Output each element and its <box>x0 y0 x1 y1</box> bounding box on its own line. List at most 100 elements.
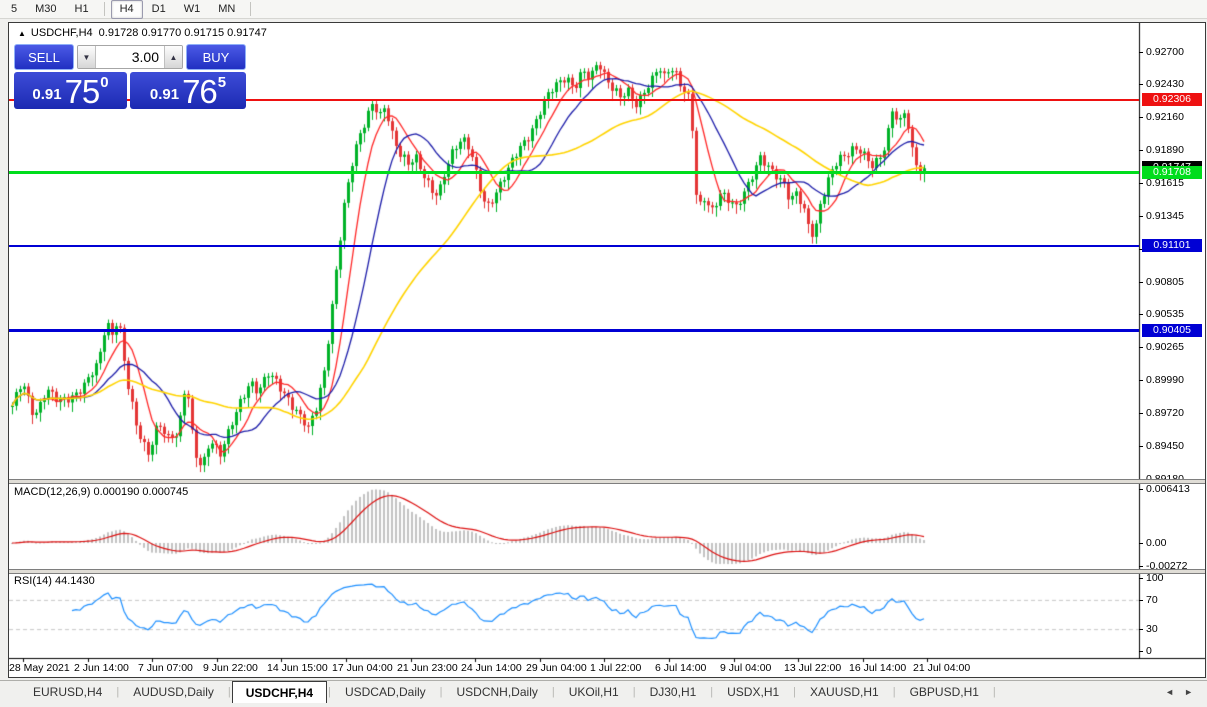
tab-separator: | <box>710 686 714 698</box>
time-axis-label: 1 Jul 22:00 <box>590 662 642 674</box>
price-axis-tickmark <box>1139 282 1143 283</box>
macd-axis-tickmark <box>1139 566 1143 567</box>
time-axis-label: 29 Jun 04:00 <box>526 662 587 674</box>
tab-separator: | <box>227 686 231 698</box>
time-axis-label: 17 Jun 04:00 <box>332 662 393 674</box>
price-axis-tickmark <box>1139 117 1143 118</box>
volume-input[interactable] <box>96 46 164 68</box>
price-axis-tick: 0.90805 <box>1146 276 1184 288</box>
timeframe-button-5[interactable]: 5 <box>11 2 18 15</box>
chart-title: ▲ USDCHF,H4 0.91728 0.91770 0.91715 0.9174… <box>18 27 267 39</box>
timeframe-button-MN[interactable]: MN <box>218 2 236 15</box>
tab-usdx[interactable]: USDX,H1 <box>727 685 780 699</box>
tab-xauusd[interactable]: XAUUSD,H1 <box>810 685 879 699</box>
buy-button[interactable]: BUY <box>186 44 246 70</box>
tab-scroll-arrows: ◄ ► <box>1160 681 1207 703</box>
volume-increase-button[interactable]: ▲ <box>164 46 182 68</box>
price-axis-tickmark <box>1139 347 1143 348</box>
rsi-pane-splitter[interactable] <box>9 569 1205 574</box>
price-axis-tick: 0.91890 <box>1146 144 1184 156</box>
price-axis-tick: 0.89720 <box>1146 407 1184 419</box>
price-axis-tickmark <box>1139 380 1143 381</box>
price-axis-tickmark <box>1139 52 1143 53</box>
volume-decrease-button[interactable]: ▼ <box>78 46 96 68</box>
price-axis-tick: 0.90265 <box>1146 341 1184 353</box>
price-axis-tickmark <box>1139 249 1143 250</box>
tab-scroll-left-icon[interactable]: ◄ <box>1165 687 1175 697</box>
rsi-label: RSI(14) 44.1430 <box>14 575 95 587</box>
time-axis-label: 21 Jul 04:00 <box>913 662 971 674</box>
time-axis-label: 6 Jul 14:00 <box>655 662 707 674</box>
price-axis-tick: 0.90535 <box>1146 308 1184 320</box>
tab-dj30[interactable]: DJ30,H1 <box>649 685 697 699</box>
price-axis-tickmark <box>1139 314 1143 315</box>
time-axis-label: 16 Jul 14:00 <box>849 662 907 674</box>
price-level-label: 0.90405 <box>1142 324 1202 337</box>
tab-separator: | <box>892 686 896 698</box>
buy-price-big: 76 <box>182 73 218 110</box>
macd-axis-tickmark <box>1139 489 1143 490</box>
price-level-line[interactable] <box>9 329 1139 332</box>
time-axis-label: 7 Jun 07:00 <box>138 662 193 674</box>
timeframe-button-H1[interactable]: H1 <box>74 2 89 15</box>
tab-separator: | <box>551 686 555 698</box>
chart-symbol-label: USDCHF,H4 <box>30 27 93 39</box>
rsi-axis-tickmark <box>1139 651 1143 652</box>
buy-price-display[interactable]: 0.91 76 5 <box>130 72 246 109</box>
sell-price-prefix: 0.91 <box>32 86 62 103</box>
rsi-axis-tick: 100 <box>1146 572 1164 584</box>
price-axis-tick: 0.91615 <box>1146 177 1184 189</box>
time-axis-label: 24 Jun 14:00 <box>461 662 522 674</box>
chart-tabs-bar: EURUSD,H4 | AUDUSD,Daily | USDCHF,H4 | USDCAD,… <box>0 680 1207 703</box>
price-level-line[interactable] <box>9 171 1139 174</box>
price-axis-tick: 0.91345 <box>1146 210 1184 222</box>
price-chart-canvas[interactable] <box>9 23 1205 677</box>
macd-axis-tickmark <box>1139 543 1143 544</box>
tab-usdcad[interactable]: USDCAD,Daily <box>344 685 426 699</box>
tab-separator: | <box>328 686 331 698</box>
volume-control: ▼ ▲ <box>77 45 183 69</box>
sell-button[interactable]: SELL <box>14 44 74 70</box>
sell-price-display[interactable]: 0.91 75 0 <box>14 72 127 109</box>
tab-separator: | <box>439 686 443 698</box>
tab-audusd[interactable]: AUDUSD,Daily <box>133 685 214 699</box>
macd-label: MACD(12,26,9) 0.000190 0.000745 <box>14 486 189 498</box>
tab-eurusd[interactable]: EURUSD,H4 <box>33 685 103 699</box>
time-axis-label: 13 Jul 22:00 <box>784 662 842 674</box>
timeframe-button-M30[interactable]: M30 <box>35 2 57 15</box>
tab-separator: | <box>793 686 797 698</box>
price-axis-tick: 0.92700 <box>1146 46 1184 58</box>
price-axis-tickmark <box>1139 446 1143 447</box>
macd-pane-splitter[interactable] <box>9 479 1205 484</box>
timeframe-toolbar: 5 M30 H1 H4 D1 W1 MN <box>0 0 1207 19</box>
chart-collapse-icon[interactable]: ▲ <box>18 29 26 38</box>
price-level-label: 0.91101 <box>1142 239 1202 252</box>
sell-price-sup: 0 <box>100 74 109 91</box>
timeframe-button-D1[interactable]: D1 <box>151 2 166 15</box>
sell-price-big: 75 <box>64 73 101 110</box>
price-level-label: 0.92306 <box>1142 93 1202 106</box>
toolbar-separator <box>103 2 105 16</box>
tab-scroll-right-icon[interactable]: ► <box>1184 687 1193 697</box>
tab-ukoil[interactable]: UKOil,H1 <box>568 685 619 699</box>
rsi-axis-tick: 30 <box>1146 623 1158 635</box>
tab-usdcnh[interactable]: USDCNH,Daily <box>456 685 538 699</box>
timeframe-button-W1[interactable]: W1 <box>183 2 201 15</box>
timeframe-button-H4[interactable]: H4 <box>110 0 143 19</box>
macd-axis-tick: 0.00 <box>1146 537 1167 549</box>
price-axis-tickmark <box>1139 183 1143 184</box>
price-axis-tickmark <box>1139 150 1143 151</box>
price-axis-tickmark <box>1139 216 1143 217</box>
time-axis-label: 28 May 2021 <box>9 662 70 674</box>
tab-gbpusd[interactable]: GBPUSD,H1 <box>909 685 979 699</box>
rsi-axis-tickmark <box>1139 629 1143 630</box>
rsi-axis-tick: 70 <box>1146 594 1158 606</box>
price-level-line[interactable] <box>9 245 1139 247</box>
tab-separator: | <box>632 686 636 698</box>
time-axis-label: 14 Jun 15:00 <box>267 662 328 674</box>
tab-usdchf[interactable]: USDCHF,H4 <box>231 681 328 703</box>
price-level-line[interactable] <box>9 99 1139 101</box>
price-axis-tickmark <box>1139 413 1143 414</box>
